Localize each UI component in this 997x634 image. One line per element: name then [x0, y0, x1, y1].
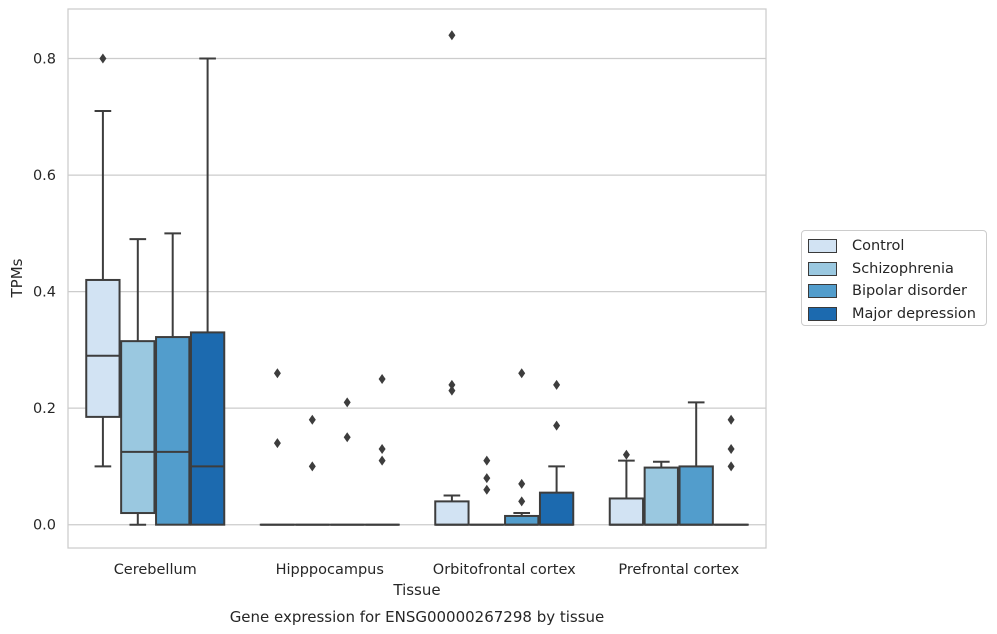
y-axis-label: TPMs	[8, 258, 26, 298]
x-axis-label: Tissue	[392, 581, 440, 599]
box-body	[189, 331, 226, 526]
outlier-point	[448, 385, 456, 396]
box-control	[85, 53, 121, 468]
outlier-point	[308, 461, 316, 472]
box-bipolar-disorder	[678, 401, 714, 526]
box-control	[608, 449, 645, 526]
legend-swatch	[808, 306, 837, 321]
outlier-point	[727, 443, 735, 454]
box-body	[678, 465, 714, 526]
box-schizophrenia	[643, 460, 679, 526]
x-tick-label: Orbitofrontal cortex	[433, 562, 576, 578]
outlier-point	[343, 397, 351, 408]
outlier-point	[308, 414, 316, 425]
box-body	[85, 278, 121, 418]
legend-item: Major depression	[808, 303, 986, 326]
box-body	[643, 466, 679, 526]
outlier-point	[622, 449, 630, 460]
box-body	[608, 497, 645, 526]
x-tick-label: Cerebellum	[114, 562, 197, 578]
chart-caption: Gene expression for ENSG00000267298 by t…	[230, 608, 605, 626]
outlier-point	[483, 455, 491, 466]
y-tick-label: 0.0	[33, 518, 56, 534]
y-tick-label: 0.2	[33, 401, 56, 417]
x-tick-label: Hipppocampus	[276, 562, 384, 578]
box-schizophrenia	[469, 455, 505, 526]
outlier-point	[518, 496, 526, 507]
outlier-point	[483, 473, 491, 484]
legend-label: Bipolar disorder	[852, 283, 967, 300]
box-body	[538, 491, 575, 526]
x-tick-label: Prefrontal cortex	[618, 562, 739, 578]
box-body	[120, 340, 156, 515]
outlier-point	[448, 379, 456, 390]
outlier-point	[518, 478, 526, 489]
box-major-depression	[189, 57, 226, 526]
box-bipolar-disorder	[155, 232, 191, 526]
outlier-point	[343, 432, 351, 443]
legend: Control Schizophrenia Bipolar disorder Majo…	[801, 230, 987, 326]
box-control	[259, 368, 296, 526]
outlier-point	[553, 379, 561, 390]
legend-swatch	[808, 261, 837, 276]
legend-swatch	[808, 239, 837, 254]
outlier-point	[99, 53, 107, 64]
box-body	[434, 500, 470, 526]
box-body	[504, 514, 540, 526]
legend-swatch	[808, 284, 837, 299]
outlier-point	[518, 368, 526, 379]
legend-label: Major depression	[852, 305, 976, 322]
legend-item: Schizophrenia	[808, 258, 986, 281]
outlier-point	[727, 461, 735, 472]
outlier-point	[273, 438, 281, 449]
box-schizophrenia	[294, 414, 330, 526]
legend-label: Control	[852, 238, 905, 255]
y-tick-labels: 0.0 0.2 0.4 0.6 0.8	[33, 52, 56, 534]
legend-item: Control	[808, 235, 986, 258]
outlier-point	[273, 368, 281, 379]
box-major-depression	[364, 374, 400, 526]
outlier-point	[378, 374, 386, 385]
box-bipolar-disorder	[329, 397, 365, 526]
outlier-point	[483, 484, 491, 495]
outlier-point	[378, 455, 386, 466]
x-tick-labels: Cerebellum Hipppocampus Orbitofrontal cort…	[114, 562, 740, 578]
outlier-point	[378, 443, 386, 454]
legend-item: Bipolar disorder	[808, 280, 986, 303]
plot-boxes	[85, 30, 749, 526]
box-body	[155, 336, 191, 526]
box-major-depression	[538, 379, 575, 526]
box-major-depression	[713, 414, 749, 526]
legend-label: Schizophrenia	[852, 260, 954, 277]
box-schizophrenia	[120, 238, 156, 526]
y-tick-label: 0.6	[33, 168, 56, 184]
plot-frame	[67, 8, 767, 549]
outlier-point	[553, 420, 561, 431]
outlier-point	[448, 30, 456, 41]
y-tick-label: 0.8	[33, 52, 56, 68]
box-bipolar-disorder	[504, 368, 540, 526]
y-tick-label: 0.4	[33, 285, 56, 301]
box-control	[434, 30, 470, 526]
outlier-point	[727, 414, 735, 425]
